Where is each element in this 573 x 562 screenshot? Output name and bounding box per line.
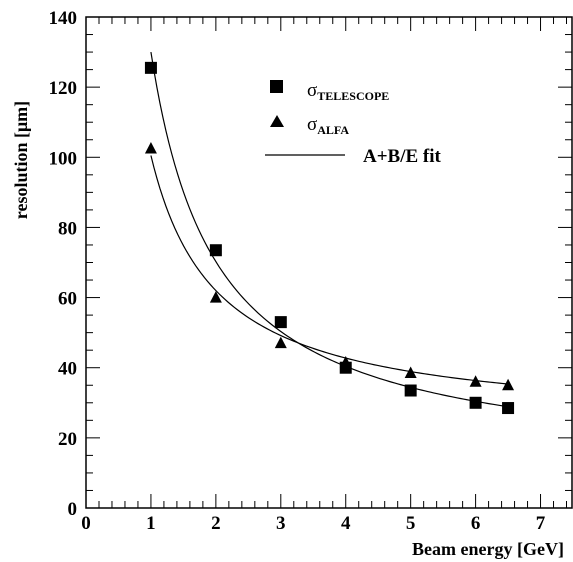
y-tick-label: 80 (58, 218, 77, 239)
data-point-square (274, 316, 287, 329)
y-tick-label: 100 (49, 148, 78, 169)
x-tick-label: 1 (146, 513, 156, 534)
y-tick-label: 60 (58, 289, 77, 310)
data-points (144, 61, 515, 415)
x-tick-label: 2 (211, 513, 221, 534)
data-point-square (209, 244, 222, 257)
x-tick-label: 0 (81, 513, 91, 534)
data-point-triangle (339, 355, 352, 368)
data-point-square (144, 61, 157, 74)
y-tick-label: 120 (49, 78, 78, 99)
tick-labels: 0 1 2 3 4 5 6 7 0 20 40 60 80 100 120 140 (49, 8, 546, 534)
data-point-triangle (144, 142, 157, 154)
legend-marker-telescope (270, 80, 283, 93)
x-axis-title: Beam energy [GeV] (412, 539, 564, 559)
y-axis-title: resolution [μm] (11, 101, 31, 219)
data-point-triangle (404, 366, 417, 378)
legend-label-fit: A+B/E fit (363, 146, 442, 167)
data-point-triangle (502, 378, 515, 391)
y-tick-label: 20 (58, 429, 77, 450)
y-tick-label: 40 (58, 359, 77, 380)
data-point-square (469, 396, 482, 409)
fit-curves (150, 51, 509, 408)
legend: σTELESCOPE σALFA A+B/E fit (265, 80, 442, 167)
data-point-triangle (209, 291, 222, 303)
axis-ticks (85, 16, 572, 509)
x-tick-label: 4 (341, 513, 351, 534)
y-tick-label: 140 (49, 8, 78, 29)
data-point-triangle (469, 375, 482, 387)
x-tick-label: 5 (406, 513, 416, 534)
legend-label-telescope: σTELESCOPE (307, 80, 389, 103)
x-tick-label: 3 (276, 513, 286, 534)
data-point-square (404, 384, 417, 397)
data-point-square (502, 402, 515, 415)
fit-curve-triangle (150, 155, 509, 385)
y-tick-label: 0 (68, 499, 78, 520)
x-tick-label: 7 (536, 513, 546, 534)
data-point-triangle (274, 336, 287, 349)
x-tick-label: 6 (471, 513, 481, 534)
legend-marker-alfa (270, 115, 284, 127)
legend-label-alfa: σALFA (307, 114, 349, 137)
